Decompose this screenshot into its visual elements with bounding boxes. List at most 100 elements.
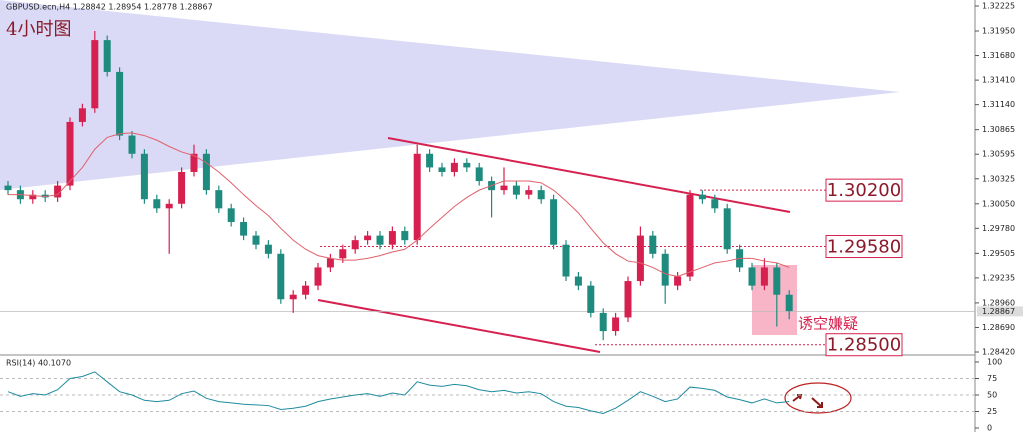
candle-body [450, 162, 458, 172]
level-label: 1.29580 [827, 237, 901, 258]
rsi-line [7, 371, 790, 415]
rsi-circle [784, 382, 852, 414]
candle-body [599, 312, 607, 332]
candle-body [227, 208, 235, 222]
rsi-tick-label: 0 [987, 424, 992, 432]
candle-body [140, 153, 148, 200]
candle-body [475, 167, 483, 182]
y-tick-label: 1.31140 [982, 100, 1015, 109]
level-box [825, 235, 903, 259]
candle-body [376, 235, 384, 245]
y-tick-label: 1.28960 [982, 298, 1015, 307]
candle-body [103, 40, 111, 72]
y-tick-label: 1.28690 [982, 323, 1015, 332]
y-tick-label: 1.29235 [982, 273, 1015, 282]
candle-body [66, 121, 74, 186]
chart-title: 4小时图 [6, 19, 71, 40]
rsi-tick-label: 50 [987, 391, 997, 400]
candle-body [773, 267, 781, 295]
candle-body [550, 199, 558, 245]
candle-body [54, 185, 62, 198]
candle-body [500, 185, 508, 191]
candle-body [612, 317, 620, 332]
candle-body [698, 194, 706, 200]
rsi-tick-label: 25 [987, 407, 997, 416]
candle-body [153, 199, 161, 209]
candle-body [438, 167, 446, 172]
candle-body [302, 285, 310, 295]
y-tick-label: 1.30595 [982, 150, 1015, 159]
candle-body [587, 285, 595, 313]
current-price-box [977, 306, 1023, 317]
candle-body [190, 153, 198, 172]
candle-body [661, 253, 669, 286]
candle-body [512, 185, 520, 195]
candle-body [277, 253, 285, 300]
level-label: 1.30200 [827, 180, 901, 201]
y-tick-label: 1.30865 [982, 125, 1015, 134]
candle-body [537, 190, 545, 200]
candle-body [525, 190, 533, 195]
rsi-label: RSI(14) 40.1070 [6, 359, 71, 368]
candle-body [426, 153, 434, 168]
candle-body [785, 294, 793, 312]
y-tick-label: 1.30325 [982, 174, 1015, 183]
candle-body [215, 190, 223, 209]
candle-body [116, 71, 124, 136]
rsi-tick-label: 100 [987, 358, 1002, 367]
header: GBPUSD.ecn,H4 1.28842 1.28954 1.28778 1.… [6, 3, 213, 12]
candle-body [401, 231, 409, 241]
channel-upper [387, 137, 791, 213]
candle-body [29, 194, 37, 200]
candle-body [636, 235, 644, 282]
y-tick-label: 1.31950 [982, 27, 1015, 36]
candle-body [165, 203, 173, 209]
rsi-tick-label: 75 [987, 374, 997, 383]
candle-body [760, 267, 768, 286]
candle-body [562, 244, 570, 277]
candle-body [624, 281, 632, 318]
y-tick-label: 1.31410 [982, 76, 1015, 85]
candle-body [252, 235, 260, 245]
candle-body [686, 194, 694, 277]
candle-body [351, 240, 359, 250]
candle-body [339, 249, 347, 259]
candle-body [264, 244, 272, 254]
candle-body [240, 221, 248, 236]
candle-body [364, 235, 372, 241]
candle-body [202, 153, 210, 191]
candle-body [723, 208, 731, 250]
y-tick-label: 1.29505 [982, 249, 1015, 258]
candle-body [178, 171, 186, 204]
triangle-zone [0, 0, 900, 190]
candle-body [4, 185, 12, 191]
annotation: 诱空嫌疑 [798, 315, 858, 333]
y-tick-label: 1.28420 [982, 348, 1015, 357]
candle-body [289, 294, 297, 300]
candle-body [711, 199, 719, 209]
arrow-down [811, 397, 823, 408]
candle-body [674, 276, 682, 286]
candle-body [413, 153, 421, 241]
level-label: 1.28500 [827, 335, 901, 356]
channel-lower [317, 299, 601, 353]
current-price-label: 1.28867 [982, 307, 1015, 316]
candle-body [463, 162, 471, 168]
candle-body [649, 235, 657, 254]
level-box [825, 333, 903, 357]
y-tick-label: 1.30050 [982, 199, 1015, 208]
candle-body [326, 258, 334, 268]
level-box [825, 178, 903, 202]
candle-body [314, 267, 322, 286]
candle-body [78, 108, 86, 122]
candle-body [388, 231, 396, 245]
candle-body [91, 40, 99, 109]
candle-body [748, 267, 756, 286]
candle-body [574, 276, 582, 286]
y-tick-label: 1.31680 [982, 51, 1015, 60]
moving-average [8, 132, 790, 278]
y-tick-label: 1.29780 [982, 224, 1015, 233]
y-tick-label: 1.32225 [982, 2, 1015, 11]
candle-body [128, 135, 136, 154]
